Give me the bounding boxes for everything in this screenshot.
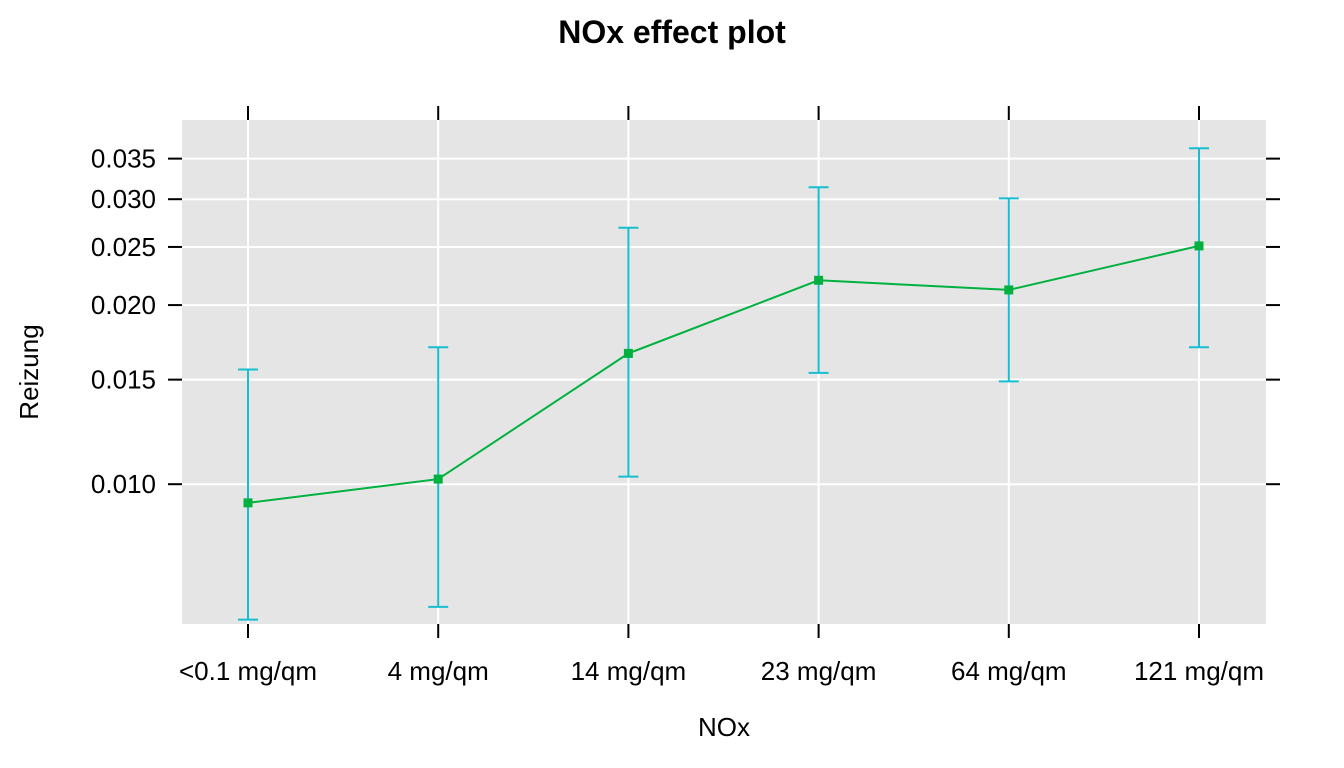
effect-point xyxy=(243,498,253,508)
effect-line-layer xyxy=(247,244,1200,504)
y-tick-label: 0.030 xyxy=(91,184,156,214)
y-tick-label: 0.020 xyxy=(91,290,156,320)
x-tick-label: 121 mg/qm xyxy=(1134,656,1264,686)
x-tick-label: 64 mg/qm xyxy=(951,656,1067,686)
effect-point xyxy=(1004,285,1014,295)
x-tick-label: 4 mg/qm xyxy=(388,656,489,686)
effect-line xyxy=(247,244,1200,504)
plot-panel xyxy=(182,120,1266,624)
effect-point xyxy=(814,275,824,285)
x-tick-label: <0.1 mg/qm xyxy=(179,656,317,686)
y-tick-label: 0.025 xyxy=(91,232,156,262)
x-tick-label: 14 mg/qm xyxy=(571,656,687,686)
x-tick-label: 23 mg/qm xyxy=(761,656,877,686)
effect-point xyxy=(433,474,443,484)
y-tick-label: 0.015 xyxy=(91,365,156,395)
effect-point xyxy=(623,348,633,358)
tick-labels: 0.010 0.015 0.020 0.025 0.030 0.035 <0.1 mg/qm… xyxy=(91,144,1264,686)
x-axis-label: NOx xyxy=(698,712,750,742)
tick-layer xyxy=(168,106,1280,638)
effect-points xyxy=(243,241,1204,508)
y-tick-label: 0.010 xyxy=(91,469,156,499)
chart-title: NOx effect plot xyxy=(558,14,786,50)
effect-point xyxy=(1194,241,1204,251)
y-axis-label: Reizung xyxy=(14,324,44,419)
y-tick-label: 0.035 xyxy=(91,144,156,174)
